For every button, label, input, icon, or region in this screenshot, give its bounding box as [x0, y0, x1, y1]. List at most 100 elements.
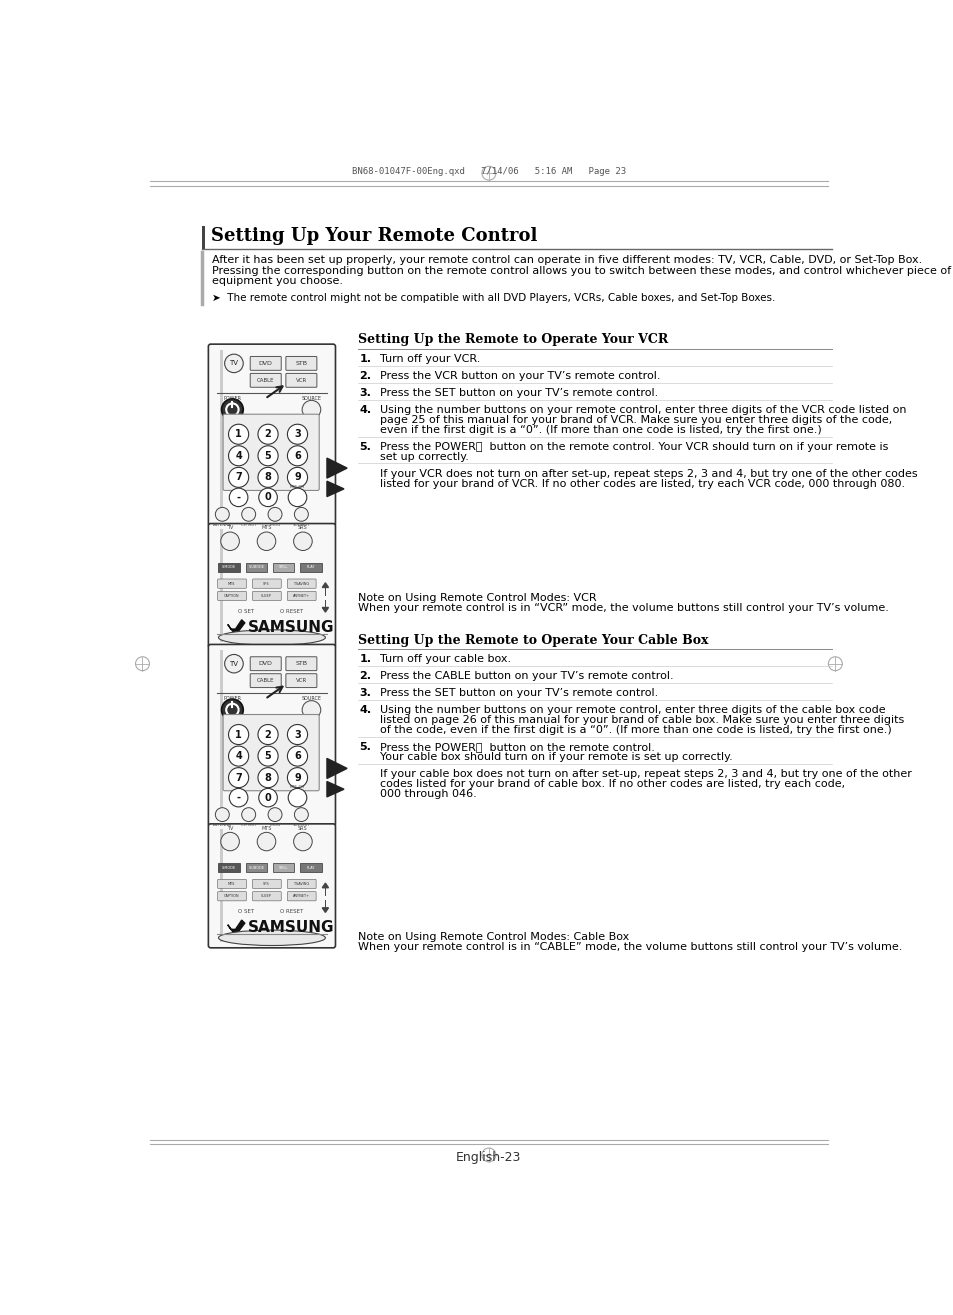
FancyBboxPatch shape: [217, 892, 246, 901]
Circle shape: [294, 508, 308, 521]
Text: 5.: 5.: [359, 442, 371, 452]
Text: ➤  The remote control might not be compatible with all DVD Players, VCRs, Cable : ➤ The remote control might not be compat…: [212, 292, 775, 302]
Text: STILL: STILL: [278, 565, 288, 569]
FancyBboxPatch shape: [286, 356, 316, 371]
FancyBboxPatch shape: [287, 592, 315, 601]
Text: 6: 6: [294, 451, 300, 460]
Text: O RESET: O RESET: [280, 609, 303, 614]
Text: 6: 6: [294, 751, 300, 761]
Polygon shape: [322, 907, 328, 913]
Text: SAMSUNG: SAMSUNG: [248, 619, 335, 635]
Text: BN68-01047F-00Eng.qxd   7/14/06   5:16 AM   Page 23: BN68-01047F-00Eng.qxd 7/14/06 5:16 AM Pa…: [352, 167, 625, 176]
Text: DVD: DVD: [258, 661, 273, 667]
Text: listed on page 26 of this manual for your brand of cable box. Make sure you ente: listed on page 26 of this manual for you…: [379, 715, 902, 726]
Text: Press the SET button on your TV’s remote control.: Press the SET button on your TV’s remote…: [379, 688, 658, 698]
FancyBboxPatch shape: [253, 892, 281, 901]
Text: 7: 7: [235, 773, 242, 782]
Text: MTS: MTS: [261, 826, 272, 831]
Polygon shape: [322, 583, 328, 588]
Polygon shape: [322, 608, 328, 611]
Circle shape: [241, 508, 255, 521]
FancyBboxPatch shape: [250, 673, 281, 688]
Circle shape: [287, 467, 307, 488]
Text: -: -: [236, 492, 240, 502]
Text: STILL: STILL: [278, 865, 288, 869]
Text: 4: 4: [235, 451, 242, 460]
Text: VOL/MUT: VOL/MUT: [293, 823, 310, 827]
FancyBboxPatch shape: [223, 714, 319, 790]
Text: 3.: 3.: [359, 388, 371, 398]
Text: 4.: 4.: [359, 405, 372, 416]
Text: Setting Up the Remote to Operate Your VCR: Setting Up the Remote to Operate Your VC…: [357, 334, 667, 346]
Text: Press the CABLE button on your TV’s remote control.: Press the CABLE button on your TV’s remo…: [379, 672, 673, 681]
Text: listed for your brand of VCR. If no other codes are listed, try each VCR code, 0: listed for your brand of VCR. If no othe…: [379, 479, 903, 489]
Text: English-23: English-23: [456, 1151, 521, 1164]
Text: 2: 2: [264, 429, 272, 439]
Text: T.SAVING: T.SAVING: [293, 882, 309, 886]
Bar: [245, 563, 267, 572]
Text: Your cable box should turn on if your remote is set up correctly.: Your cable box should turn on if your re…: [379, 752, 732, 763]
Bar: [218, 863, 240, 872]
Circle shape: [257, 832, 275, 851]
Circle shape: [224, 655, 243, 673]
Circle shape: [287, 446, 307, 466]
FancyBboxPatch shape: [287, 892, 315, 901]
Circle shape: [257, 425, 278, 444]
Text: 1: 1: [235, 730, 242, 739]
Text: SPS: SPS: [263, 581, 270, 585]
Circle shape: [229, 488, 248, 506]
Text: even if the first digit is a “0”. (If more than one code is listed, try the firs: even if the first digit is a “0”. (If mo…: [379, 425, 821, 435]
FancyBboxPatch shape: [208, 345, 335, 526]
Text: PROG: PROG: [269, 823, 280, 827]
Text: SLEEP: SLEEP: [261, 894, 272, 898]
FancyBboxPatch shape: [286, 656, 316, 671]
Circle shape: [220, 832, 239, 851]
Circle shape: [294, 832, 312, 851]
Text: 3: 3: [294, 429, 300, 439]
Ellipse shape: [218, 630, 325, 646]
Circle shape: [258, 488, 277, 506]
Circle shape: [229, 725, 249, 744]
Polygon shape: [327, 481, 344, 497]
Bar: [299, 563, 321, 572]
Bar: [220, 529, 223, 642]
Circle shape: [221, 398, 243, 421]
Circle shape: [229, 746, 249, 767]
Text: MTS: MTS: [228, 882, 235, 886]
Circle shape: [294, 533, 312, 551]
Text: ANYNET+: ANYNET+: [293, 894, 310, 898]
Text: Setting Up the Remote to Operate Your Cable Box: Setting Up the Remote to Operate Your Ca…: [357, 634, 708, 647]
Circle shape: [229, 768, 249, 788]
Text: PLAY: PLAY: [306, 565, 314, 569]
Circle shape: [257, 467, 278, 488]
Text: SOURCE: SOURCE: [301, 396, 321, 401]
Text: ANTENNA: ANTENNA: [213, 823, 232, 827]
Bar: [202, 226, 205, 249]
Text: SOURCE: SOURCE: [301, 696, 321, 701]
Text: S.MODE: S.MODE: [222, 865, 236, 869]
Polygon shape: [228, 619, 245, 635]
Text: S.MODE: S.MODE: [222, 565, 236, 569]
Circle shape: [257, 725, 278, 744]
FancyBboxPatch shape: [223, 414, 319, 490]
Text: STB: STB: [295, 360, 307, 366]
Text: SLEEP: SLEEP: [261, 594, 272, 598]
Text: 2.: 2.: [359, 371, 371, 381]
Circle shape: [229, 425, 249, 444]
Text: 0: 0: [264, 492, 272, 502]
Circle shape: [288, 488, 307, 506]
Circle shape: [224, 354, 243, 372]
Text: CH MUT: CH MUT: [241, 823, 256, 827]
Circle shape: [229, 446, 249, 466]
Circle shape: [257, 533, 275, 551]
Circle shape: [241, 807, 255, 822]
Text: 4.: 4.: [359, 705, 372, 715]
Text: Note on Using Remote Control Modes: VCR: Note on Using Remote Control Modes: VCR: [357, 593, 596, 602]
Circle shape: [288, 789, 307, 807]
Text: SRS: SRS: [297, 526, 308, 530]
Bar: [299, 863, 321, 872]
Text: VCR: VCR: [295, 679, 307, 682]
Text: CABLE: CABLE: [256, 679, 274, 682]
Text: ANTENNA: ANTENNA: [213, 523, 232, 527]
Text: TV: TV: [230, 360, 238, 367]
